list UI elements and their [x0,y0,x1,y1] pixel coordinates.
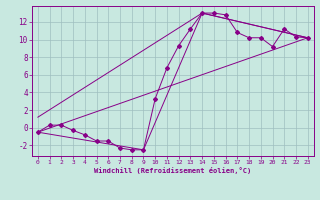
X-axis label: Windchill (Refroidissement éolien,°C): Windchill (Refroidissement éolien,°C) [94,167,252,174]
